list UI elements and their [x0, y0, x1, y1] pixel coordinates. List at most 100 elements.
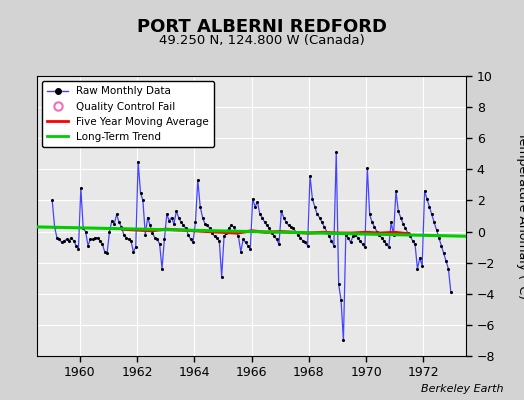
Point	[70, 238, 78, 244]
Point	[287, 224, 295, 230]
Point	[187, 236, 195, 242]
Point	[346, 239, 355, 246]
Point	[217, 274, 226, 280]
Point	[416, 255, 424, 261]
Point	[96, 238, 104, 244]
Point	[222, 230, 231, 236]
Point	[279, 214, 288, 221]
Point	[258, 214, 267, 221]
Point	[277, 208, 286, 214]
Point	[253, 199, 261, 205]
Point	[156, 241, 164, 247]
Point	[444, 266, 453, 272]
Point	[179, 222, 188, 228]
Point	[260, 219, 269, 226]
Point	[385, 244, 393, 250]
Point	[67, 234, 75, 241]
Point	[205, 225, 214, 232]
Point	[210, 233, 219, 240]
Point	[136, 190, 145, 196]
Point	[113, 211, 121, 218]
Point	[446, 289, 455, 296]
Y-axis label: Temperature Anomaly (°C): Temperature Anomaly (°C)	[516, 132, 524, 300]
Point	[220, 233, 228, 240]
Point	[282, 219, 290, 226]
Point	[208, 230, 216, 236]
Point	[430, 219, 439, 226]
Point	[170, 220, 178, 227]
Point	[392, 188, 400, 194]
Point	[230, 224, 238, 230]
Point	[354, 234, 362, 241]
Point	[103, 250, 111, 256]
Point	[320, 224, 329, 230]
Point	[74, 246, 83, 252]
Point	[129, 248, 138, 255]
Point	[363, 164, 372, 171]
Point	[162, 211, 171, 218]
Point	[160, 236, 169, 242]
Point	[334, 281, 343, 288]
Point	[237, 248, 245, 255]
Point	[342, 232, 350, 238]
Point	[189, 239, 197, 246]
Point	[275, 241, 283, 247]
Point	[105, 228, 114, 235]
Point	[65, 238, 73, 244]
Point	[151, 234, 159, 241]
Point	[93, 234, 102, 241]
Point	[351, 232, 359, 238]
Point	[361, 244, 369, 250]
Point	[291, 228, 300, 235]
Point	[215, 238, 224, 244]
Point	[79, 225, 88, 232]
Point	[406, 233, 414, 240]
Point	[256, 211, 264, 218]
Point	[199, 214, 207, 221]
Point	[401, 225, 410, 232]
Point	[115, 219, 123, 226]
Point	[349, 233, 357, 240]
Point	[387, 219, 396, 226]
Point	[311, 204, 319, 210]
Point	[134, 158, 143, 165]
Point	[48, 197, 57, 204]
Point	[132, 244, 140, 250]
Legend: Raw Monthly Data, Quality Control Fail, Five Year Moving Average, Long-Term Tren: Raw Monthly Data, Quality Control Fail, …	[42, 81, 214, 147]
Text: PORT ALBERNI REDFORD: PORT ALBERNI REDFORD	[137, 18, 387, 36]
Point	[227, 222, 235, 228]
Point	[403, 230, 412, 236]
Point	[234, 233, 243, 240]
Text: Berkeley Earth: Berkeley Earth	[421, 384, 503, 394]
Point	[72, 242, 80, 249]
Point	[201, 220, 209, 227]
Point	[101, 248, 109, 255]
Point	[294, 232, 302, 238]
Point	[55, 236, 63, 242]
Point	[318, 219, 326, 226]
Point	[122, 234, 130, 241]
Point	[110, 220, 118, 227]
Text: 49.250 N, 124.800 W (Canada): 49.250 N, 124.800 W (Canada)	[159, 34, 365, 47]
Point	[182, 225, 190, 232]
Point	[375, 232, 384, 238]
Point	[315, 214, 324, 221]
Point	[437, 242, 445, 249]
Point	[58, 239, 66, 246]
Point	[370, 224, 379, 230]
Point	[91, 234, 100, 241]
Point	[158, 266, 166, 272]
Point	[356, 238, 364, 244]
Point	[141, 232, 149, 238]
Point	[108, 218, 116, 224]
Point	[174, 214, 183, 221]
Point	[86, 236, 94, 242]
Point	[296, 234, 304, 241]
Point	[325, 233, 333, 240]
Point	[146, 222, 154, 228]
Point	[344, 234, 353, 241]
Point	[409, 238, 417, 244]
Point	[239, 236, 247, 242]
Point	[124, 236, 133, 242]
Point	[382, 241, 390, 247]
